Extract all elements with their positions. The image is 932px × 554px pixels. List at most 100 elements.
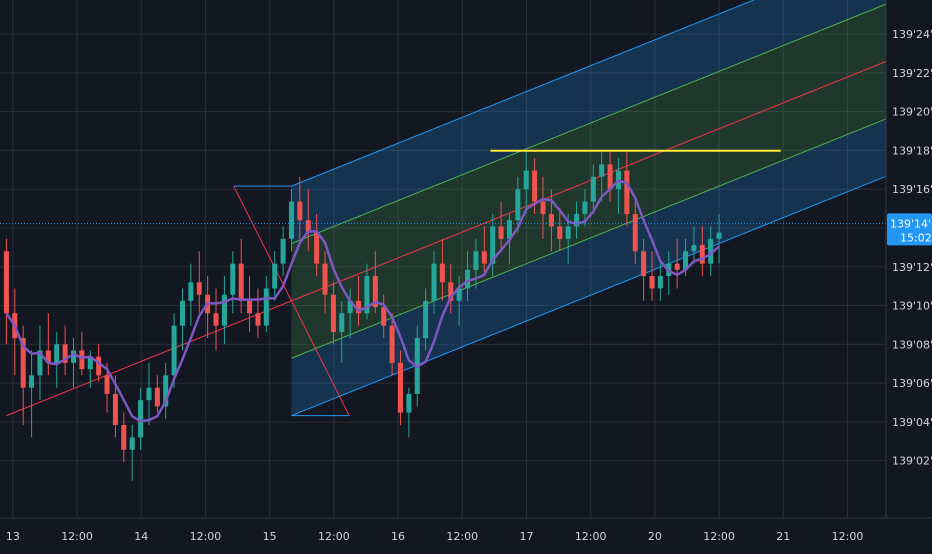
candle-body [104,375,110,394]
candle-body [154,387,160,407]
candle-body [179,300,186,326]
candle [607,151,613,202]
candle [272,251,278,301]
candle [280,226,286,277]
pitchfork-zone-lower-inner [291,61,886,359]
candle [649,251,655,301]
candle-body [674,263,680,270]
candle-body [607,164,613,190]
candle [305,189,311,252]
y-tick-label: 139'18'0 [892,144,932,157]
candle-body [473,251,479,270]
candle [20,325,26,425]
candle-body [356,300,362,314]
candle-body [129,437,135,450]
candle [473,238,479,289]
candle [674,238,680,289]
candle [138,387,144,450]
y-tick-label: 139'22'0 [892,67,932,80]
candle [423,288,429,351]
candle-body [138,400,144,438]
x-tick-label: 14 [134,530,148,543]
candle-body [29,375,35,388]
x-tick-label: 15 [263,530,277,543]
candle-body [230,263,236,295]
candle [121,412,127,463]
candle-body [96,356,102,376]
candle-body [112,393,118,425]
candle-body [305,220,311,233]
candle-body [632,214,638,252]
candle [314,214,320,277]
candle-body [171,325,177,376]
pitchfork-zone-upper-inner [291,4,886,301]
candle [523,151,529,215]
candle-body [196,282,202,295]
x-tick-label: 12:00 [318,530,350,543]
candle [188,263,194,326]
candle [431,251,437,314]
candle-body [506,220,512,239]
candle [37,325,43,401]
candle-body [574,214,580,227]
pitchfork-line-outer [291,175,887,417]
candle [29,350,35,438]
candle-body [406,393,412,413]
candle-body [79,350,85,370]
pitchfork-median-line [6,61,887,417]
candle-body [515,189,521,221]
candle [641,238,647,301]
candle-body [397,362,403,413]
candle [339,300,345,363]
candle-body [146,387,152,401]
candle [146,362,152,425]
x-tick-label: 12:00 [61,530,93,543]
candle-body [37,350,43,376]
candle-body [297,201,303,221]
candle-body [62,344,68,363]
moving-average-line [5,179,720,423]
candle-body [548,214,554,227]
x-tick-label: 12:00 [575,530,607,543]
candle [356,276,362,326]
candle [221,276,227,345]
candle-body [699,245,705,264]
candle-body [3,251,9,314]
current-price-label: 139'14'5 [890,217,932,230]
pitchfork-line-inner [291,118,887,359]
y-tick-label: 139'08'0 [892,338,932,351]
moving-average-layer [5,179,720,423]
y-tick-label: 139'12'0 [892,261,932,274]
candle [456,276,462,326]
candle [3,238,9,345]
candle-body [498,226,504,239]
candle-body [465,269,471,289]
candle-body [448,282,454,301]
candle-body [624,170,630,215]
y-tick-label: 139'04'0 [892,416,932,429]
candle [330,282,336,345]
candle [389,313,395,376]
pitchfork-zone-lower-outer [291,118,886,416]
candle [171,313,177,388]
candle [381,294,387,339]
candle [238,238,244,314]
candle-body [590,176,596,202]
candle-body [490,226,496,264]
x-tick-label: 13 [6,530,20,543]
candle [632,201,638,264]
candle-body [238,263,244,301]
y-tick-label: 139'20'0 [892,106,932,119]
candle [691,226,697,264]
candle [196,251,202,314]
candle [62,325,68,376]
candle-body [649,276,655,289]
candle [699,226,705,277]
candle [347,288,353,339]
candle-body [716,232,722,239]
candle [297,176,303,239]
x-tick-label: 12:00 [832,530,864,543]
candle [163,362,169,419]
candle-body [439,263,445,283]
